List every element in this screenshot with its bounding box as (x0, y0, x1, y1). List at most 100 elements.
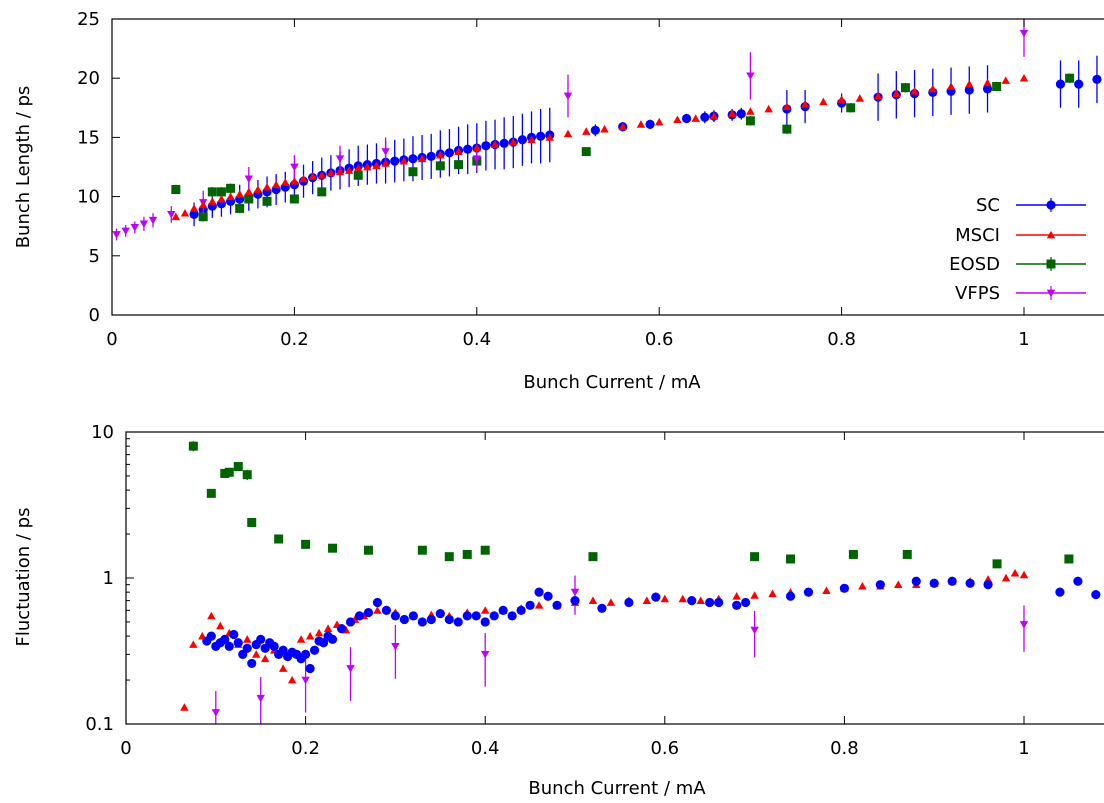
bunch-length-vfps-point (290, 163, 299, 172)
fluctuation-msci-point (1010, 568, 1020, 577)
bunch-length-msci-point (545, 133, 554, 141)
fluctuation-eosd-point (444, 552, 454, 562)
bunch-length-sc-point (681, 113, 692, 124)
fluctuation-vfps-point (1019, 621, 1029, 629)
bunch-length-sc-point (590, 125, 600, 135)
fluctuation-msci-point (305, 631, 315, 640)
fluctuation-msci-point (314, 628, 324, 637)
bunch-length-x-axis-label: Bunch Current / mA (523, 372, 701, 393)
fluctuation-sc-point (354, 611, 365, 621)
bunch-length-sc-point (481, 141, 491, 151)
bunch-length-msci-point (490, 140, 500, 148)
bunch-length-msci-point (965, 79, 974, 88)
bunch-length-plot-frame (111, 18, 1104, 316)
fluctuation-sc-point (426, 614, 436, 625)
fluctuation-sc-point (785, 591, 796, 601)
bunch-length-msci-point (262, 182, 272, 191)
legend-marker-msci (1046, 230, 1056, 239)
fluctuation-msci-point (216, 621, 225, 630)
fluctuation-sc-point (229, 629, 239, 640)
bunch-length-vfps-point (167, 211, 176, 219)
bunch-length-msci-point (782, 102, 792, 110)
bunch-length-eosd-point (408, 167, 418, 177)
fluctuation-sc-point (444, 614, 454, 625)
bunch-length-sc-point (444, 148, 455, 158)
bunch-length-y-axis-label: Bunch Length / ps (13, 86, 34, 249)
bunch-length-msci-point (189, 204, 199, 212)
fluctuation-msci-point (768, 589, 777, 598)
fluctuation-sc-point (597, 603, 607, 613)
bunch-length-sc-point (736, 109, 746, 119)
fluctuation-x-tick-label: 0.4 (471, 738, 500, 759)
fluctuation-sc-point (399, 614, 409, 625)
bunch-length-eosd-point (207, 187, 217, 197)
bunch-length-msci-point (436, 150, 445, 159)
bunch-length-msci-point (226, 192, 235, 200)
bunch-length-msci-point (855, 94, 865, 102)
bunch-length-msci-point (709, 111, 719, 120)
bunch-length-msci-point (764, 104, 773, 113)
fluctuation-sc-point (345, 617, 356, 627)
fluctuation-sc-point (525, 600, 535, 610)
bunch-length-eosd-point (244, 194, 254, 204)
fluctuation-vfps-point (481, 650, 490, 659)
bunch-length-eosd-point (353, 170, 363, 180)
bunch-length-sc-point (700, 112, 710, 122)
fluctuation-y-tick-label: 0.1 (85, 714, 114, 735)
fluctuation-msci-point (696, 596, 705, 604)
bunch-length-sc-point (1092, 74, 1102, 84)
fluctuation-sc-point (543, 591, 553, 601)
fluctuation-sc-point (408, 611, 418, 621)
fluctuation-eosd-point (247, 517, 257, 527)
bunch-length-vfps-point (244, 175, 253, 184)
bunch-length-msci-point (372, 161, 381, 170)
fluctuation-sc-point (1091, 589, 1101, 600)
bunch-length-eosd-point (171, 184, 181, 194)
fluctuation-msci-point (1001, 573, 1011, 582)
fluctuation-vfps-point (346, 665, 355, 673)
bunch-length-y-tick-label: 20 (77, 68, 100, 89)
fluctuation-msci-point (534, 601, 544, 609)
bunch-length-msci-point (946, 82, 956, 90)
fluctuation-sc-point (687, 596, 697, 606)
bunch-length-msci-point (691, 114, 700, 122)
fluctuation-sc-point (242, 643, 252, 653)
bunch-length-msci-point (582, 127, 591, 135)
fluctuation-eosd-point (462, 549, 472, 559)
legend-label-vfps: VFPS (955, 283, 1000, 304)
fluctuation-sc-point (247, 658, 257, 669)
fluctuation-eosd-point (588, 552, 598, 562)
legend-marker-sc (1046, 200, 1056, 210)
bunch-length-msci-point (1001, 76, 1010, 84)
fluctuation-sc-point (363, 607, 374, 618)
bunch-length-y-tick-label: 5 (89, 246, 100, 267)
fluctuation-eosd-point (992, 559, 1002, 569)
bunch-length-sc-point (964, 85, 974, 95)
bunch-length-x-tick-label: 0.2 (280, 329, 309, 350)
fluctuation-msci-point (323, 624, 333, 632)
fluctuation-eosd-point (363, 545, 373, 555)
fluctuation-eosd-point (274, 534, 284, 544)
fluctuation-eosd-point (750, 552, 760, 562)
fluctuation-eosd-point (902, 549, 912, 559)
fluctuation-sc-point (947, 576, 957, 586)
fluctuation-sc-point (624, 597, 634, 608)
bunch-length-msci-point (363, 162, 372, 171)
bunch-length-msci-point (208, 197, 217, 205)
fluctuation-axes: 0 0.2 0.4 0.6 0.8 1 0.1 1 10 (85, 422, 1104, 759)
fluctuation-eosd-point (1064, 554, 1074, 564)
bunch-length-sc-point (536, 131, 546, 141)
legend-label-sc: SC (976, 195, 1000, 216)
bunch-length-msci-point (381, 159, 390, 167)
fluctuation-x-tick-label: 0.8 (830, 738, 859, 759)
bunch-length-x-tick-label: 0 (106, 329, 117, 350)
bunch-length-eosd-point (581, 147, 591, 157)
fluctuation-msci-point (260, 654, 270, 663)
bunch-length-msci-point (509, 137, 518, 146)
bunch-length-eosd-point (435, 161, 445, 171)
fluctuation-msci-point (189, 640, 198, 648)
bunch-length-x-tick-label: 1 (1018, 329, 1029, 350)
fluctuation-sc-point (381, 605, 392, 615)
